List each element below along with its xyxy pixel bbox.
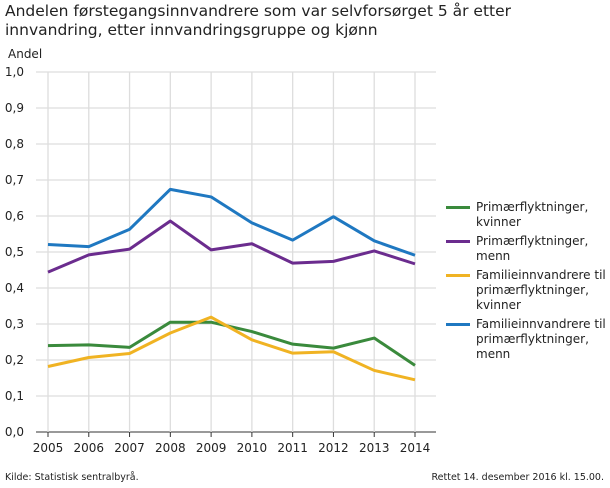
legend-label: Primærflyktninger, menn: [476, 234, 589, 263]
series-line-2: [47, 219, 416, 274]
x-tick-label: 2012: [318, 441, 349, 455]
y-tick-label: 0,2: [5, 353, 24, 367]
legend-item[interactable]: Primærflyktninger, kvinner: [446, 200, 610, 230]
legend-swatch: [446, 206, 470, 209]
y-tick-label: 0,5: [5, 245, 24, 259]
x-tick-label: 2005: [33, 441, 64, 455]
x-tick-label: 2010: [237, 441, 268, 455]
x-tick-label: 2013: [359, 441, 390, 455]
y-tick-label: 0,8: [5, 137, 24, 151]
legend-swatch: [446, 240, 470, 243]
updated-note: Rettet 14. desember 2016 kl. 15.00.: [431, 472, 604, 483]
series-line-3: [47, 315, 416, 382]
series-line-4: [47, 187, 416, 257]
chart-title: Andelen førstegangsinnvandrere som var s…: [5, 2, 512, 39]
legend-label: Familieinnvandrere til primærflyktninger…: [476, 268, 606, 312]
x-tick-label: 2014: [400, 441, 431, 455]
y-tick-label: 0,1: [5, 389, 24, 403]
y-axis-label: Andel: [8, 47, 43, 61]
source-note: Kilde: Statistisk sentralbyrå.: [5, 472, 139, 483]
legend: Primærflyktninger, kvinner Primærflyktnin…: [446, 200, 610, 366]
y-tick-label: 0,3: [5, 317, 24, 331]
legend-swatch: [446, 323, 470, 326]
y-tick-label: 0,9: [5, 101, 24, 115]
x-tick-label: 2009: [196, 441, 227, 455]
legend-swatch: [446, 274, 470, 277]
legend-item[interactable]: Familieinnvandrere til primærflyktninger…: [446, 317, 610, 362]
legend-label: Primærflyktninger, kvinner: [476, 200, 589, 229]
x-tick-label: 2008: [155, 441, 186, 455]
x-tick-label: 2007: [114, 441, 145, 455]
x-tick-label: 2006: [74, 441, 105, 455]
y-tick-label: 1,0: [5, 65, 24, 79]
y-tick-label: 0,4: [5, 281, 24, 295]
legend-item[interactable]: Primærflyktninger, menn: [446, 234, 610, 264]
legend-label: Familieinnvandrere til primærflyktninger…: [476, 317, 606, 361]
y-tick-label: 0,7: [5, 173, 24, 187]
legend-item[interactable]: Familieinnvandrere til primærflyktninger…: [446, 268, 610, 313]
x-tick-label: 2011: [277, 441, 308, 455]
y-tick-label: 0,0: [5, 425, 24, 439]
y-tick-label: 0,6: [5, 209, 24, 223]
